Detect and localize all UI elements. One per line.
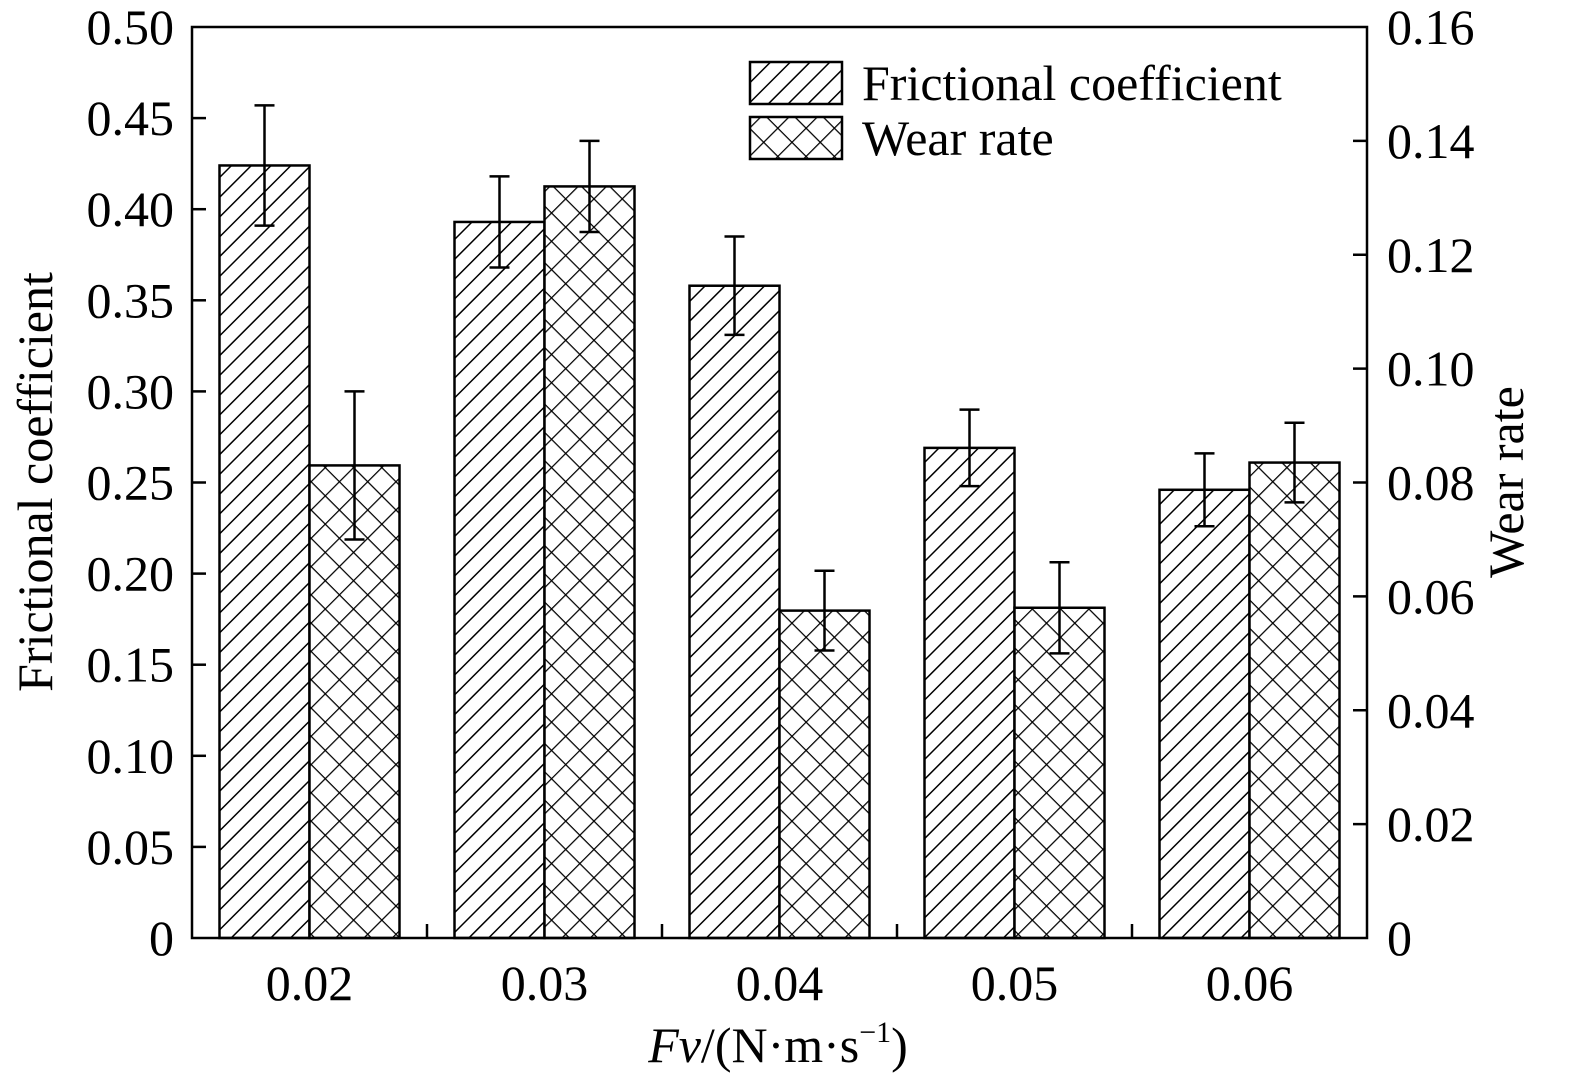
- right-tick-label: 0.10: [1387, 341, 1475, 397]
- left-tick-label: 0.10: [87, 728, 175, 784]
- right-tick-label: 0.14: [1387, 113, 1475, 169]
- left-axis-ticks: 0 0.05 0.10 0.15 0.20 0.25 0.30 0.35 0.40 0.45 0.5…: [87, 0, 206, 966]
- right-tick-label: 0.02: [1387, 796, 1475, 852]
- error-bar-frictional-coefficient: [1194, 452, 1215, 528]
- error-bar-frictional-coefficient: [254, 104, 275, 227]
- right-tick-label: 0.04: [1387, 682, 1475, 738]
- right-tick-label: 0.06: [1387, 568, 1475, 624]
- left-tick-label: 0.05: [87, 819, 175, 875]
- left-tick-label: 0.35: [87, 272, 175, 328]
- error-bar-wear-rate: [1049, 560, 1070, 655]
- left-tick-label: 0.50: [87, 0, 175, 55]
- legend: Frictional coefficient Wear rate: [748, 55, 1282, 166]
- left-tick-label: 0.40: [87, 181, 175, 237]
- legend-swatch-frictional-coefficient: [748, 60, 844, 106]
- x-tick-label: 0.06: [1206, 955, 1294, 1011]
- left-tick-label: 0.20: [87, 546, 175, 602]
- x-axis-label: Fv/(N·m·s−1): [647, 1016, 908, 1073]
- x-axis-label-var: Fv: [647, 1017, 702, 1073]
- bar-wear-rate: [1013, 606, 1106, 940]
- right-tick-label: 0: [1387, 910, 1412, 966]
- x-axis-label-close: ): [891, 1017, 908, 1073]
- left-tick-label: 0: [149, 910, 174, 966]
- left-tick-label: 0.25: [87, 455, 175, 511]
- x-axis-ticks: 0.02 0.03 0.04 0.05 0.06: [266, 924, 1294, 1011]
- bar-frictional-coefficient: [218, 164, 311, 940]
- error-bar-wear-rate: [1284, 421, 1305, 504]
- x-tick-label: 0.02: [266, 955, 354, 1011]
- error-bar-frictional-coefficient: [489, 175, 510, 269]
- bar-wear-rate: [308, 464, 401, 940]
- left-tick-label: 0.45: [87, 90, 175, 146]
- legend-swatch-wear-rate: [748, 115, 844, 161]
- bar-frictional-coefficient: [688, 284, 781, 940]
- x-axis-label-exponent: −1: [859, 1016, 891, 1049]
- left-tick-label: 0.15: [87, 637, 175, 693]
- left-tick-label: 0.30: [87, 363, 175, 419]
- bar-wear-rate: [778, 609, 871, 940]
- error-bar-wear-rate: [579, 139, 600, 234]
- error-bar-wear-rate: [344, 390, 365, 541]
- bar-frictional-coefficient: [923, 446, 1016, 940]
- error-bars-layer: [254, 104, 1305, 655]
- right-tick-label: 0.16: [1387, 0, 1475, 55]
- x-axis-label-units: /(N·m·s: [701, 1017, 859, 1073]
- y-axis-left-label: Frictional coefficient: [7, 272, 63, 692]
- legend-label-wear-rate: Wear rate: [862, 110, 1054, 166]
- error-bar-frictional-coefficient: [959, 408, 980, 488]
- x-tick-label: 0.03: [501, 955, 589, 1011]
- error-bar-wear-rate: [814, 569, 835, 652]
- bar-frictional-coefficient: [453, 220, 546, 940]
- right-tick-label: 0.08: [1387, 455, 1475, 511]
- bars-layer: [218, 164, 1341, 940]
- bar-wear-rate: [543, 185, 636, 940]
- right-axis-ticks: 0 0.02 0.04 0.06 0.08 0.10 0.12 0.14 0.16: [1353, 0, 1475, 966]
- y-axis-right-label: Wear rate: [1478, 386, 1534, 578]
- bar-frictional-coefficient: [1158, 488, 1251, 940]
- x-tick-label: 0.05: [971, 955, 1059, 1011]
- x-tick-label: 0.04: [736, 955, 824, 1011]
- error-bar-frictional-coefficient: [724, 235, 745, 337]
- legend-label-frictional-coefficient: Frictional coefficient: [862, 55, 1282, 111]
- bar-wear-rate: [1248, 461, 1341, 940]
- right-tick-label: 0.12: [1387, 227, 1475, 283]
